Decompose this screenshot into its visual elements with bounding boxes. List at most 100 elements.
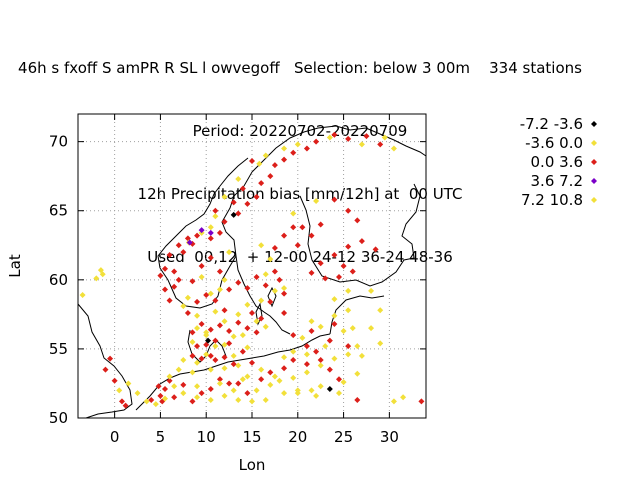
data-point [340,379,347,386]
data-point [155,383,162,390]
data-point [207,352,214,359]
data-point [345,343,352,350]
data-point [345,207,352,214]
data-point [258,242,265,249]
title-line-4: Used 00,12 + 12-00 24-12 36-24 48-36 [147,248,453,266]
data-point [226,249,233,256]
data-point [267,256,274,263]
data-point [207,290,214,297]
data-point [205,337,212,344]
data-point [235,380,242,387]
legend-marker [591,121,597,127]
data-point [253,193,260,200]
data-point [239,376,246,383]
data-point [212,308,219,315]
data-point [308,318,315,325]
data-point [180,381,187,388]
data-point [290,356,297,363]
data-point [235,362,242,369]
y-tick-label: 65 [49,202,68,220]
data-point [340,263,347,269]
data-point [358,352,365,359]
data-point [326,366,333,373]
data-point [134,390,141,397]
data-point [308,387,315,394]
data-point [345,351,352,358]
data-point [290,332,297,339]
data-point [317,356,324,363]
data-point [175,366,182,373]
data-point [271,373,278,380]
data-point [207,385,214,392]
data-point [390,145,397,152]
data-point [308,232,315,239]
data-point [276,276,283,283]
data-point [194,312,201,319]
data-point [244,200,251,207]
data-point [175,242,182,249]
data-point [294,141,301,148]
data-point [276,377,283,384]
data-point [262,323,269,330]
data-point [203,351,210,358]
data-point [345,287,352,294]
data-point [166,251,173,258]
data-point [194,383,201,390]
data-point [253,387,260,394]
data-point [381,134,388,141]
data-point [207,397,214,404]
data-point [253,274,260,281]
data-point [186,239,193,246]
data-point [212,356,219,363]
data-point [221,318,228,325]
data-point [111,377,118,384]
data-point [212,207,219,214]
data-point [308,327,315,334]
data-point [235,279,242,286]
x-tick-label: 10 [197,428,216,446]
data-point [171,283,178,290]
data-point [290,348,297,355]
y-tick-label: 70 [49,133,68,151]
data-point [230,352,237,359]
data-point [216,268,223,275]
data-point [331,321,338,328]
legend-marker [591,178,597,184]
data-point [249,359,255,366]
x-tick-label: 15 [242,428,261,446]
data-point [326,337,333,344]
data-point [354,217,361,224]
data-point [258,366,265,373]
data-point [239,348,246,355]
data-point [322,343,329,350]
data-point [184,294,191,301]
data-point [249,157,255,164]
data-point [303,369,310,376]
legend-label: 7.2 10.8 [521,191,583,209]
data-point [354,370,361,377]
data-point [368,325,375,332]
data-point [116,387,123,394]
data-point [207,235,214,242]
data-point [299,334,306,341]
data-point [358,238,365,245]
y-tick-label: 60 [49,271,68,289]
data-point [271,245,278,252]
data-point [244,285,251,292]
axis-ticks: 0 5 10 15 20 25 30 50 55 60 65 70 [49,114,426,446]
data-point [267,369,274,376]
data-point [171,268,178,275]
data-point [363,133,370,140]
x-tick-label: 25 [334,428,353,446]
data-point [194,232,201,239]
data-point [207,326,214,333]
x-tick-label: 20 [288,428,307,446]
data-point [349,325,356,332]
data-point [290,224,297,231]
data-point [226,380,233,387]
data-point [194,325,201,332]
data-point [377,141,384,148]
data-point [262,282,269,289]
data-point [216,380,223,387]
data-point [271,268,278,275]
